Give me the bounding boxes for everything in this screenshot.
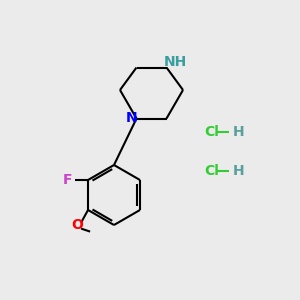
Text: H: H — [232, 125, 244, 139]
Text: NH: NH — [163, 55, 187, 69]
Text: F: F — [63, 173, 73, 187]
Text: H: H — [232, 164, 244, 178]
Text: Cl: Cl — [204, 125, 219, 139]
Text: O: O — [72, 218, 83, 232]
Text: Cl: Cl — [204, 164, 219, 178]
Text: N: N — [125, 112, 137, 125]
